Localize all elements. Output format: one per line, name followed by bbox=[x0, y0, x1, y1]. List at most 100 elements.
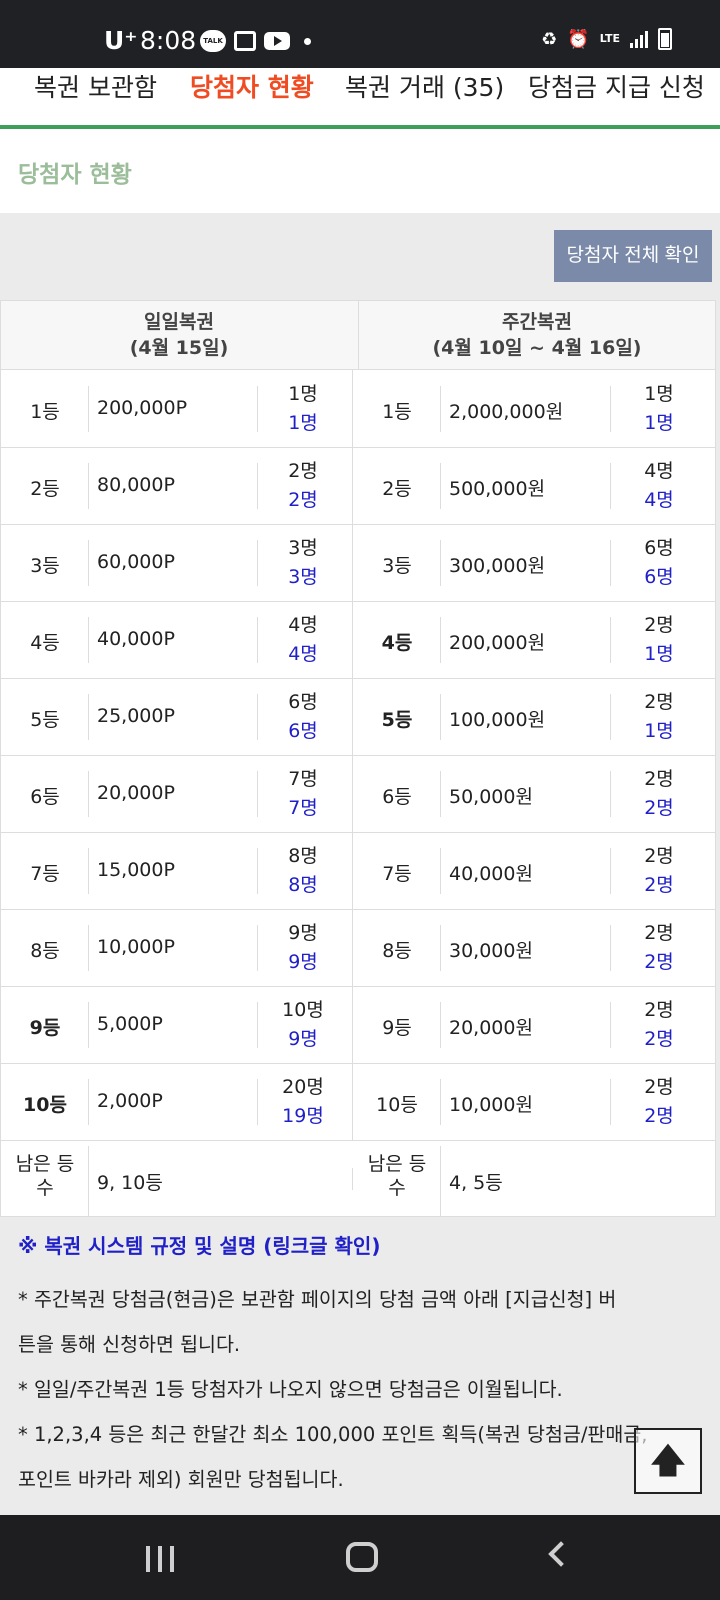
daily-total-count: 6명 bbox=[288, 691, 318, 713]
remaining-label-line2: 수 bbox=[36, 1177, 54, 1199]
daily-rank: 7등 bbox=[30, 863, 60, 885]
weekly-actual-count: 6명 bbox=[644, 566, 674, 588]
weekly-total-count: 6명 bbox=[644, 537, 674, 559]
tab-lottery-storage[interactable]: 복권 보관함 bbox=[34, 73, 157, 102]
weekly-winner-count: 1명 1명 bbox=[629, 380, 689, 438]
weekly-header-date: (4월 10일 ~ 4월 16일) bbox=[432, 337, 642, 359]
all-winners-button[interactable]: 당첨자 전체 확인 bbox=[554, 230, 712, 282]
daily-winner-count: 3명 3명 bbox=[273, 534, 333, 592]
daily-prize: 5,000P bbox=[97, 1013, 163, 1035]
note-line: 포인트 바카라 제외) 회원만 당첨됩니다. bbox=[18, 1468, 344, 1491]
daily-prize: 15,000P bbox=[97, 859, 175, 881]
remaining-label-line1: 남은 등 bbox=[367, 1153, 427, 1175]
daily-actual-count: 3명 bbox=[288, 566, 318, 588]
weekly-prize: 30,000원 bbox=[449, 940, 533, 962]
daily-winner-count: 20명 19명 bbox=[273, 1073, 333, 1131]
weekly-rank: 10등 bbox=[376, 1094, 418, 1116]
note-line: * 일일/주간복권 1등 당첨자가 나오지 않으면 당첨금은 이월됩니다. bbox=[18, 1378, 563, 1401]
weekly-winner-count: 2명 2명 bbox=[629, 996, 689, 1054]
weekly-actual-count: 1명 bbox=[644, 720, 674, 742]
scroll-to-top-button[interactable]: 🡅 bbox=[634, 1428, 702, 1494]
gallery-icon bbox=[234, 31, 256, 51]
daily-actual-count: 9명 bbox=[288, 1028, 318, 1050]
daily-remaining-value: 9, 10등 bbox=[97, 1172, 163, 1194]
home-icon[interactable] bbox=[346, 1542, 378, 1572]
kakaotalk-icon: TALK bbox=[200, 30, 226, 52]
daily-rank: 5등 bbox=[30, 709, 60, 731]
daily-rank: 3등 bbox=[30, 555, 60, 577]
carrier-label: U⁺ bbox=[104, 26, 138, 55]
daily-prize: 25,000P bbox=[97, 705, 175, 727]
recent-apps-icon[interactable] bbox=[146, 1546, 174, 1572]
weekly-winner-count: 2명 2명 bbox=[629, 765, 689, 823]
daily-actual-count: 9명 bbox=[288, 951, 318, 973]
weekly-prize: 200,000원 bbox=[449, 632, 546, 654]
winners-table: 일일복권 (4월 15일) 주간복권 (4월 10일 ~ 4월 16일) 1등 2… bbox=[0, 300, 716, 1217]
weekly-winner-count: 2명 2명 bbox=[629, 919, 689, 977]
tab-underline bbox=[0, 125, 720, 129]
daily-winner-count: 4명 4명 bbox=[273, 611, 333, 669]
daily-rank: 10등 bbox=[23, 1094, 67, 1116]
clock: 8:08 bbox=[140, 26, 197, 55]
tab-prize-claim[interactable]: 당첨금 지급 신청 bbox=[528, 73, 705, 102]
weekly-total-count: 2명 bbox=[644, 691, 674, 713]
weekly-prize: 500,000원 bbox=[449, 478, 546, 500]
weekly-rank: 8등 bbox=[382, 940, 412, 962]
daily-prize: 20,000P bbox=[97, 782, 175, 804]
daily-rank: 1등 bbox=[30, 401, 60, 423]
weekly-prize: 40,000원 bbox=[449, 863, 533, 885]
note-line: * 주간복권 당첨금(현금)은 보관함 페이지의 당첨 금액 아래 [지급신청]… bbox=[18, 1288, 617, 1311]
rules-notes: ※ 복권 시스템 규정 및 설명 (링크글 확인) * 주간복권 당첨금(현금)… bbox=[18, 1230, 708, 1502]
weekly-remaining-label: 남은 등 수 bbox=[353, 1152, 441, 1200]
weekly-prize: 20,000원 bbox=[449, 1017, 533, 1039]
weekly-prize: 300,000원 bbox=[449, 555, 546, 577]
weekly-rank: 6등 bbox=[382, 786, 412, 808]
tab-winner-status[interactable]: 당첨자 현황 bbox=[190, 73, 314, 102]
rules-link[interactable]: ※ 복권 시스템 규정 및 설명 (링크글 확인) bbox=[18, 1234, 381, 1258]
daily-prize: 60,000P bbox=[97, 551, 175, 573]
weekly-rank: 2등 bbox=[382, 478, 412, 500]
weekly-actual-count: 2명 bbox=[644, 1105, 674, 1127]
tab-bar: 복권 보관함 당첨자 현황 복권 거래 (35) 당첨금 지급 신청 bbox=[0, 68, 720, 126]
weekly-winner-count: 2명 1명 bbox=[629, 611, 689, 669]
weekly-total-count: 4명 bbox=[644, 460, 674, 482]
more-notifications-icon bbox=[304, 37, 311, 45]
weekly-winner-count: 6명 6명 bbox=[629, 534, 689, 592]
weekly-total-count: 2명 bbox=[644, 999, 674, 1021]
table-row: 5등 25,000P 6명 6명 5등 100,000원 2명 1명 bbox=[1, 678, 715, 756]
daily-header-date: (4월 15일) bbox=[129, 337, 229, 359]
daily-total-count: 8명 bbox=[288, 845, 318, 867]
daily-header: 일일복권 (4월 15일) bbox=[1, 309, 357, 361]
weekly-winner-count: 2명 2명 bbox=[629, 842, 689, 900]
weekly-header: 주간복권 (4월 10일 ~ 4월 16일) bbox=[359, 309, 715, 361]
back-icon[interactable] bbox=[548, 1541, 574, 1567]
remaining-ranks-row: 남은 등 수 9, 10등 남은 등 수 4, 5등 bbox=[1, 1146, 715, 1217]
daily-actual-count: 4명 bbox=[288, 643, 318, 665]
weekly-actual-count: 2명 bbox=[644, 1028, 674, 1050]
status-bar: U⁺ 8:08 TALK ♻ ⏰ LTE bbox=[0, 0, 720, 68]
weekly-actual-count: 1명 bbox=[644, 643, 674, 665]
signal-icon bbox=[630, 30, 648, 48]
daily-actual-count: 8명 bbox=[288, 874, 318, 896]
weekly-prize: 2,000,000원 bbox=[449, 401, 564, 423]
daily-prize: 80,000P bbox=[97, 474, 175, 496]
daily-total-count: 2명 bbox=[288, 460, 318, 482]
system-nav-bar bbox=[0, 1515, 720, 1600]
daily-winner-count: 2명 2명 bbox=[273, 457, 333, 515]
weekly-header-title: 주간복권 bbox=[502, 311, 572, 333]
daily-actual-count: 6명 bbox=[288, 720, 318, 742]
table-row: 8등 10,000P 9명 9명 8등 30,000원 2명 2명 bbox=[1, 909, 715, 987]
remaining-label-line2: 수 bbox=[388, 1177, 406, 1199]
table-header: 일일복권 (4월 15일) 주간복권 (4월 10일 ~ 4월 16일) bbox=[1, 301, 715, 370]
page-title: 당첨자 현황 bbox=[18, 162, 132, 188]
daily-prize: 2,000P bbox=[97, 1090, 163, 1112]
daily-rank: 2등 bbox=[30, 478, 60, 500]
weekly-prize: 10,000원 bbox=[449, 1094, 533, 1116]
tab-lottery-trade[interactable]: 복권 거래 (35) bbox=[345, 73, 505, 102]
daily-total-count: 4명 bbox=[288, 614, 318, 636]
battery-icon bbox=[658, 28, 672, 50]
weekly-winner-count: 2명 1명 bbox=[629, 688, 689, 746]
table-row: 4등 40,000P 4명 4명 4등 200,000원 2명 1명 bbox=[1, 601, 715, 679]
daily-winner-count: 9명 9명 bbox=[273, 919, 333, 977]
weekly-total-count: 1명 bbox=[644, 383, 674, 405]
